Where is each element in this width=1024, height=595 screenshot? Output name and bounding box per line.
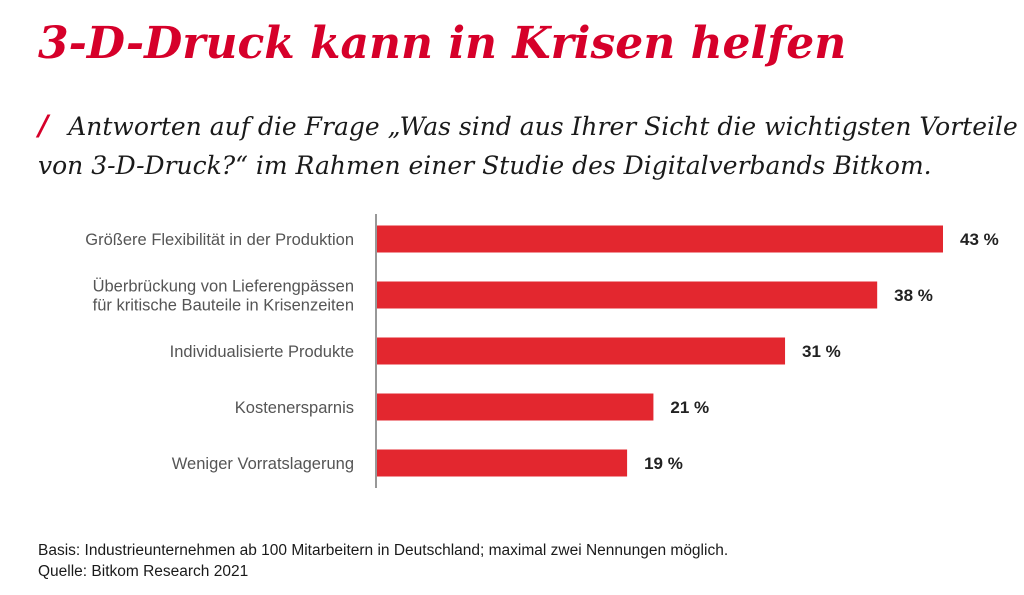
category-label-line: für kritische Bauteile in Krisenzeiten [93, 297, 354, 315]
bar-2 [377, 337, 786, 365]
footer-basis: Basis: Industrieunternehmen ab 100 Mitar… [38, 542, 729, 559]
value-label-2: 31 % [802, 342, 841, 361]
chart-subtitle: / Antworten auf die Frage „Was sind aus I… [38, 106, 1018, 185]
category-label-2: Individualisierte Produkte [170, 343, 354, 361]
bar-3 [377, 393, 654, 421]
value-label-4: 19 % [644, 454, 683, 473]
value-label-3: 21 % [670, 398, 709, 417]
footer: Basis: Industrieunternehmen ab 100 Mitar… [38, 540, 728, 582]
subtitle-text: Antworten auf die Frage „Was sind aus Ih… [38, 112, 1018, 180]
category-label-0: Größere Flexibilität in der Produktion [85, 231, 354, 249]
category-label-line: Kostenersparnis [235, 399, 354, 417]
slash-mark: / [38, 109, 49, 142]
bar-chart: 43 % Größere Flexibilität in der Produkti… [85, 214, 999, 488]
chart-title: 3-D-Druck kann in Krisen helfen [38, 18, 847, 69]
category-label-1: Überbrückung von Lieferengpässen für krit… [93, 278, 354, 315]
bar-4 [377, 449, 628, 477]
category-label-line: Überbrückung von Lieferengpässen [93, 278, 354, 296]
bar-0 [377, 225, 943, 253]
category-label-4: Weniger Vorratslagerung [172, 455, 354, 473]
value-label-1: 38 % [894, 286, 933, 305]
category-label-line: Weniger Vorratslagerung [172, 455, 354, 473]
footer-source: Quelle: Bitkom Research 2021 [38, 563, 249, 580]
category-label-3: Kostenersparnis [235, 399, 354, 417]
category-label-line: Größere Flexibilität in der Produktion [85, 231, 354, 249]
category-label-line: Individualisierte Produkte [170, 343, 354, 361]
value-label-0: 43 % [960, 230, 999, 249]
bar-1 [377, 281, 878, 309]
